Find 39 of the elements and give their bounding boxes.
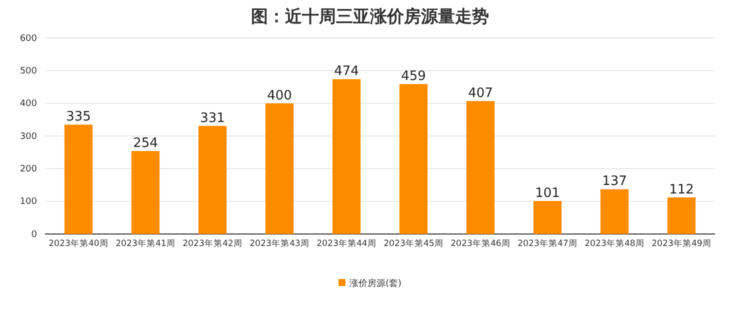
x-tick-label: 2023年第40周 [48, 238, 108, 250]
y-tick-label: 400 [20, 99, 38, 110]
x-tick-label: 2023年第45周 [384, 238, 444, 250]
data-label: 407 [468, 86, 493, 102]
bar [198, 126, 227, 234]
data-label: 112 [669, 182, 694, 198]
bar [332, 79, 361, 234]
data-label: 400 [267, 88, 292, 104]
data-label: 101 [535, 186, 560, 202]
bar [667, 197, 696, 234]
x-tick-label: 2023年第41周 [116, 238, 176, 250]
bar [131, 151, 160, 234]
data-label: 459 [401, 69, 426, 84]
bar [600, 189, 629, 234]
x-tick-label: 2023年第43周 [250, 238, 310, 250]
x-tick-label: 2023年第48周 [584, 238, 644, 250]
x-tick-label: 2023年第46周 [450, 238, 510, 250]
y-tick-label: 0 [31, 230, 38, 240]
y-tick-label: 500 [20, 66, 38, 77]
x-tick-label: 2023年第42周 [182, 238, 242, 250]
y-tick-label: 100 [20, 197, 38, 208]
legend-label: 涨价房源(套) [349, 278, 402, 289]
data-label: 137 [602, 174, 627, 190]
data-label: 254 [133, 136, 158, 152]
bar [399, 84, 428, 234]
y-tick-label: 200 [20, 164, 38, 175]
x-tick-label: 2023年第49周 [652, 238, 712, 250]
data-label: 335 [66, 110, 91, 125]
data-label: 474 [334, 64, 359, 80]
bar [265, 103, 294, 234]
chart-title: 图：近十周三亚涨价房源量走势 [251, 7, 489, 27]
y-tick-label: 600 [20, 34, 38, 44]
bar [466, 101, 495, 234]
bar [64, 124, 93, 234]
x-tick-label: 2023年第47周 [518, 238, 578, 250]
bar [533, 201, 562, 234]
y-tick-label: 300 [20, 132, 38, 142]
x-tick-label: 2023年第44周 [316, 238, 376, 250]
data-label: 331 [200, 110, 225, 126]
